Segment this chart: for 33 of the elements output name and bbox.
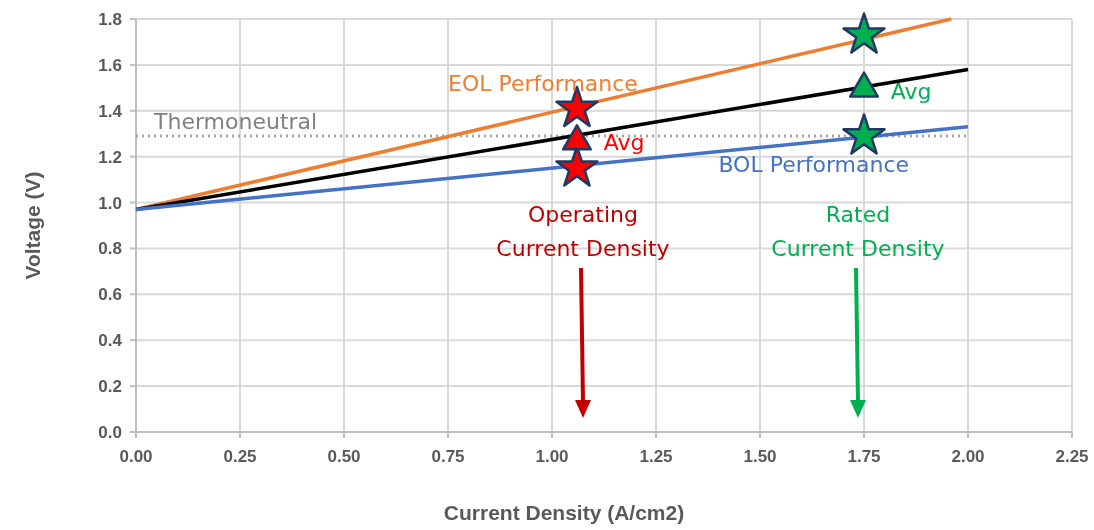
y-tick-label: 1.2 (98, 147, 122, 167)
y-tick-label: 0.6 (98, 285, 122, 305)
ref-line-label: Thermoneutral (153, 109, 318, 135)
x-tick-label: 0.00 (119, 447, 153, 466)
point (561, 124, 593, 151)
y-tick-label: 1.0 (98, 193, 122, 213)
annotation: Operating Current Density (496, 202, 670, 261)
y-tick-label: 1.4 (98, 101, 123, 121)
series-label: BOL Performance (718, 152, 910, 178)
x-tick-label: 1.75 (847, 447, 881, 466)
x-tick-label: 2.00 (951, 447, 985, 466)
point (842, 12, 886, 54)
x-tick-label: 0.50 (327, 447, 361, 466)
annotation: Rated Current Density (771, 202, 945, 261)
point (848, 71, 880, 98)
y-tick-label: 1.8 (98, 10, 122, 29)
x-tick-label: 1.25 (639, 447, 673, 466)
x-tick-label: 2.25 (1055, 447, 1089, 466)
x-tick-label: 1.50 (743, 447, 777, 466)
series-label: EOL Performance (448, 70, 638, 96)
point (842, 113, 886, 155)
y-tick-label: 1.6 (98, 55, 122, 75)
series-label: Avg (890, 79, 932, 105)
x-tick-label: 0.25 (223, 447, 257, 466)
x-tick-label: 1.00 (535, 447, 569, 466)
y-tick-label: 0.4 (98, 331, 123, 351)
y-tick-label: 0.8 (98, 239, 122, 259)
y-axis-title: Voltage (V) (21, 171, 44, 280)
x-tick-label: 0.75 (431, 447, 465, 466)
y-tick-label: 0.0 (98, 423, 122, 442)
y-tick-label: 0.2 (98, 377, 122, 397)
series-label: Avg (603, 129, 645, 155)
x-axis-title: Current Density (A/cm2) (443, 501, 685, 524)
